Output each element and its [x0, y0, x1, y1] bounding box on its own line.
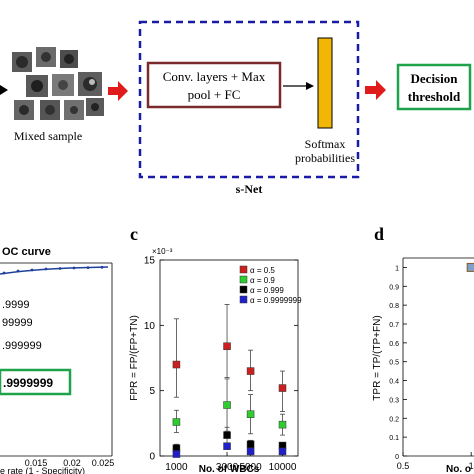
- panel-c-point-series-0: [246, 367, 255, 375]
- roc-curve-marker: [86, 266, 90, 269]
- panel-c-xtick-label: 5000: [239, 462, 262, 473]
- panel-c-point-series-0: [223, 342, 231, 350]
- panel-b-legend-3: .999999: [2, 340, 42, 352]
- softmax-label-line2: probabilities: [295, 151, 355, 165]
- roc-curve-marker: [100, 265, 104, 269]
- panel-c-legend-swatch: [239, 275, 248, 284]
- panel-c-letter: c: [130, 224, 138, 244]
- panel-c: c ×10⁻³ FPR = FP/(FP+TN) No. of WBCs 0 5 1…: [129, 224, 302, 474]
- panel-c-point-series-0: [278, 384, 287, 392]
- panel-c-point-series-1: [246, 410, 255, 418]
- panel-c-legend-label: α = 0.5: [250, 266, 275, 275]
- panel-d: d TPR = TP/(TP+FN) No. o 0 0.1 0.2 0.3 0.4 0.…: [372, 224, 474, 474]
- panel-c-plot-frame: [159, 259, 299, 457]
- panel-b-title: OC curve: [2, 246, 51, 258]
- panel-b-xtick-2: 0.02: [63, 458, 81, 468]
- panel-c-point-series-0: [172, 360, 181, 369]
- panel-b-highlight-box: [0, 368, 72, 396]
- panel-c-point-series-2: [223, 431, 231, 439]
- panel-d-ytick-label: 0.8: [389, 303, 399, 310]
- panel-d-xlabel: No. o: [446, 464, 471, 474]
- roc-curve-marker: [16, 269, 20, 273]
- input-arrow-tip: [0, 85, 8, 95]
- panel-b-xtick-3: 0.025: [92, 458, 115, 468]
- roc-curve-marker: [58, 267, 62, 270]
- softmax-label-line1: Softmax: [305, 137, 346, 151]
- decision-label-line1: Decision: [411, 71, 459, 86]
- panel-c-point-series-3: [223, 442, 231, 450]
- panel-c-legend-label: α = 0.999: [250, 286, 284, 295]
- decision-threshold-box: [396, 63, 472, 111]
- panel-b-highlight-text: .9999999: [3, 376, 53, 390]
- panel-d-xtick-label: 1: [469, 461, 474, 471]
- panel-d-ytick-label: 0.9: [389, 284, 399, 291]
- panel-d-ytick-label: 0: [395, 454, 399, 461]
- panel-d-ytick-label: 1: [395, 265, 399, 272]
- roc-curve-marker: [72, 266, 76, 270]
- panel-c-ytick-label: 0: [149, 452, 155, 463]
- panel-b: OC curve .9999 99999 .999999 .9999999 0.…: [0, 246, 114, 474]
- mixed-sample-label: Mixed sample: [14, 129, 82, 143]
- roc-curve-marker: [30, 268, 34, 272]
- panel-c-ytick-label: 5: [149, 386, 155, 397]
- conv-label-line1: Conv. layers + Max: [163, 69, 266, 84]
- panel-c-ytick-label: 15: [144, 256, 156, 267]
- panel-c-point-series-1: [223, 401, 231, 409]
- panel-d-ytick-label: 0.1: [389, 435, 399, 442]
- panel-b-roc-curve: [0, 266, 109, 275]
- conv-layers-box: [146, 61, 282, 109]
- snet-label: s-Net: [236, 182, 263, 196]
- panel-c-marks: 0 5 10 15 1000 3000 5000 10000: [144, 256, 298, 473]
- panel-b-legend-1: .9999: [2, 299, 30, 311]
- panel-c-point-series-2: [246, 440, 255, 448]
- panel-c-legend-swatch: [239, 285, 248, 294]
- red-arrow-2: [365, 80, 386, 100]
- panel-c-legend-swatch: [239, 295, 248, 304]
- panel-c-ytick-label: 10: [144, 321, 156, 332]
- panel-d-ytick-label: 0.2: [389, 416, 399, 423]
- panel-d-xtick-label: 0.5: [397, 461, 410, 471]
- roc-markers: [2, 265, 104, 275]
- panel-c-point-series-3: [172, 450, 181, 458]
- panel-c-point-series-3: [246, 447, 255, 456]
- panel-d-ytick-label: 0.4: [389, 379, 399, 386]
- panel-b-legend-2: 99999: [2, 317, 33, 329]
- conv-label-line2: pool + FC: [188, 87, 241, 102]
- panel-c-ylabel: FPR = FP/(FP+TN): [129, 315, 140, 401]
- panel-c-point-series-1: [278, 420, 287, 429]
- panel-c-point-series-3: [278, 447, 287, 456]
- panel-d-letter: d: [374, 224, 384, 244]
- mixed-sample-images: [12, 47, 104, 120]
- roc-curve-marker: [2, 271, 6, 275]
- panel-d-ytick-label: 0.6: [389, 341, 399, 348]
- softmax-bar: [317, 37, 333, 129]
- panel-c-xtick-label: 1000: [165, 462, 188, 473]
- panel-d-ytick-label: 0.7: [389, 322, 399, 329]
- panel-b-xtick-1: 0.015: [25, 458, 48, 468]
- panel-d-ytick-label: 0.3: [389, 397, 399, 404]
- panel-c-xtick-label: 3000: [216, 462, 239, 473]
- panel-c-point-series-1: [172, 418, 181, 426]
- red-arrow-1: [108, 81, 128, 101]
- panel-d-ylabel: TPR = TP/(TP+FN): [372, 315, 383, 400]
- panel-c-legend-label: α = 0.9: [250, 276, 275, 285]
- panel-c-legend-label: α = 0.9999999: [250, 296, 302, 305]
- schematic: Mixed sample Conv. layers + Max pool + F…: [0, 20, 472, 196]
- panel-b-xlabel: e rate (1 - Specificity): [0, 466, 85, 474]
- panel-c-xtick-label: 10000: [269, 462, 297, 473]
- snet-dashed-box: [138, 20, 360, 179]
- roc-curve-marker: [44, 267, 48, 271]
- panel-c-exponent: ×10⁻³: [152, 247, 173, 256]
- decision-label-line2: threshold: [408, 89, 461, 104]
- panel-c-xlabel: No. of WBCs: [199, 464, 260, 474]
- panel-d-marks: 0 0.1 0.2 0.3 0.4 0.5 0.6 0.7 0.8 0.9 1 0.5 1: [389, 262, 474, 471]
- panel-c-legend-swatch: [239, 265, 248, 274]
- panel-d-point: [466, 262, 474, 272]
- panel-d-ytick-label: 0.5: [389, 360, 399, 367]
